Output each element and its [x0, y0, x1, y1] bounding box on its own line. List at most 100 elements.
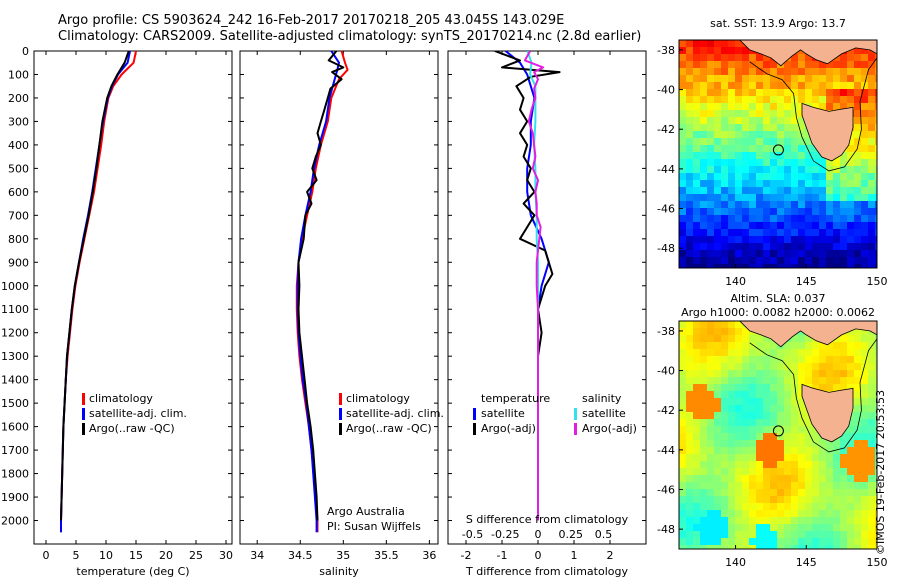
- map-lat-tick-label: -42: [657, 404, 675, 417]
- map-lat-tick-label: -48: [657, 523, 675, 536]
- x-tick-label: 10: [99, 549, 113, 562]
- legend-swatch: [339, 393, 342, 405]
- x-tick-label: 35: [336, 549, 350, 562]
- imos-credit: ©IMOS 19-Feb-2017 20:53:53: [874, 389, 887, 555]
- map-lat-tick-label: -40: [657, 365, 675, 378]
- map-lon-tick-label: 145: [796, 275, 817, 288]
- salinity-axis-label: salinity: [319, 565, 359, 578]
- s-diff-tick-label: -0.5: [462, 528, 483, 541]
- s-diff-tick-label: 0.5: [595, 528, 613, 541]
- legend-header-temperature: temperature: [481, 392, 550, 405]
- legend-label: climatology: [89, 392, 153, 405]
- legend-swatch: [82, 408, 85, 420]
- x-tick-label: -1: [497, 549, 508, 562]
- depth-tick-label: 1800: [1, 468, 29, 481]
- depth-tick-label: 1100: [1, 303, 29, 316]
- map-lat-tick-label: -40: [657, 84, 675, 97]
- legend-label: Argo(-adj): [582, 422, 637, 435]
- legend-swatch: [473, 408, 476, 420]
- map-lon-tick-label: 145: [796, 556, 817, 569]
- sla-map-title-line2: Argo h1000: 0.0082 h2000: 0.0062: [681, 306, 875, 319]
- legend-label: Argo(..raw -QC): [89, 422, 175, 435]
- mainland-australia: [739, 40, 877, 67]
- depth-tick-label: 700: [8, 209, 29, 222]
- depth-tick-label: 1400: [1, 374, 29, 387]
- legend-swatch: [339, 408, 342, 420]
- x-tick-label: 0: [43, 549, 50, 562]
- bathymetry-contour: [749, 338, 877, 453]
- depth-tick-label: 100: [8, 68, 29, 81]
- map-lat-tick-label: -38: [657, 44, 675, 57]
- map-lon-tick-label: 140: [725, 556, 746, 569]
- sla-map-title-line1: Altim. SLA: 0.037: [730, 292, 825, 305]
- x-tick-label: 34: [250, 549, 264, 562]
- depth-tick-label: 1500: [1, 397, 29, 410]
- sst-map: [679, 40, 877, 268]
- tasmania: [801, 102, 854, 162]
- depth-tick-label: 1200: [1, 327, 29, 340]
- map-lat-tick-label: -48: [657, 242, 675, 255]
- bathymetry-contour: [749, 57, 877, 172]
- depth-tick-label: 400: [8, 139, 29, 152]
- map-lat-tick-label: -46: [657, 484, 675, 497]
- t-diff-axis-label: T difference from climatology: [465, 565, 628, 578]
- x-tick-label: 36: [422, 549, 436, 562]
- x-tick-label: 30: [219, 549, 233, 562]
- legend-swatch: [82, 423, 85, 435]
- x-tick-label: -2: [461, 549, 472, 562]
- depth-tick-label: 500: [8, 162, 29, 175]
- legend-header-salinity: salinity: [582, 392, 622, 405]
- x-tick-label: 0: [535, 549, 542, 562]
- legend-swatch: [574, 408, 577, 420]
- depth-tick-label: 300: [8, 115, 29, 128]
- legend-label: Argo(-adj): [481, 422, 536, 435]
- mainland-australia: [739, 321, 877, 348]
- sst-map-frame: [678, 39, 878, 269]
- map-lat-tick-label: -44: [657, 444, 675, 457]
- s-diff-tick-label: 0: [535, 528, 542, 541]
- legend-label: satellite-adj. clim.: [89, 407, 187, 420]
- map-lon-tick-label: 140: [725, 275, 746, 288]
- map-lat-tick-label: -44: [657, 163, 675, 176]
- x-tick-label: 2: [607, 549, 614, 562]
- depth-tick-label: 900: [8, 256, 29, 269]
- series-line-argo-raw-qc-: [60, 51, 130, 521]
- legend-label: satellite: [582, 407, 626, 420]
- map-lat-tick-label: -42: [657, 123, 675, 136]
- legend-swatch: [473, 423, 476, 435]
- legend-label: satellite: [481, 407, 525, 420]
- s-diff-tick-label: -0.25: [491, 528, 519, 541]
- map-lat-tick-label: -46: [657, 203, 675, 216]
- argo-position-marker: [772, 425, 784, 437]
- legend-swatch: [82, 393, 85, 405]
- depth-tick-label: 200: [8, 92, 29, 105]
- legend-swatch: [339, 423, 342, 435]
- legend-label: satellite-adj. clim.: [346, 407, 444, 420]
- sla-map: [679, 321, 877, 549]
- sst-map-title: sat. SST: 13.9 Argo: 13.7: [710, 17, 846, 30]
- x-tick-label: 34.5: [288, 549, 313, 562]
- sla-map-frame: [678, 320, 878, 550]
- depth-tick-label: 1600: [1, 421, 29, 434]
- depth-tick-label: 800: [8, 233, 29, 246]
- depth-tick-label: 1900: [1, 491, 29, 504]
- depth-tick-label: 600: [8, 186, 29, 199]
- depth-tick-label: 0: [22, 45, 29, 58]
- x-tick-label: 1: [571, 549, 578, 562]
- legend-label: Argo(..raw -QC): [346, 422, 432, 435]
- temperature-panel-frame: [33, 50, 233, 545]
- x-tick-label: 25: [189, 549, 203, 562]
- salinity-panel-frame: [239, 50, 439, 545]
- x-tick-label: 35.5: [374, 549, 399, 562]
- map-lon-tick-label: 150: [867, 275, 888, 288]
- legend-swatch: [574, 423, 577, 435]
- figure-title-line1: Argo profile: CS 5903624_242 16-Feb-2017…: [58, 13, 565, 28]
- temperature-axis-label: temperature (deg C): [76, 565, 189, 578]
- s-diff-axis-label: S difference from climatology: [466, 513, 629, 526]
- x-tick-label: 5: [73, 549, 80, 562]
- x-tick-label: 20: [159, 549, 173, 562]
- figure-title-line2: Climatology: CARS2009. Satellite-adjuste…: [58, 29, 642, 44]
- tasmania: [801, 383, 854, 443]
